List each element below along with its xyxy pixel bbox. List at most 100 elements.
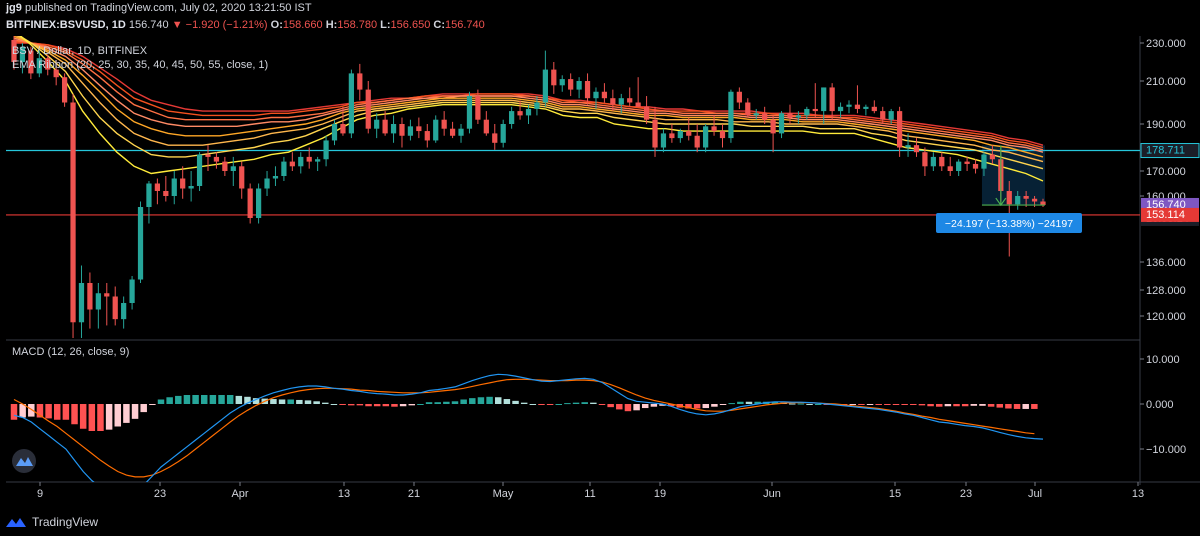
candle-body[interactable] (340, 124, 346, 134)
candle-body[interactable] (736, 91, 742, 103)
candle-body[interactable] (449, 128, 456, 136)
candle-body[interactable] (11, 40, 17, 62)
candle-body[interactable] (28, 50, 34, 74)
candle-body[interactable] (264, 178, 270, 189)
candle-body[interactable] (905, 145, 911, 148)
candle-body[interactable] (104, 293, 110, 297)
candle-body[interactable] (745, 102, 751, 116)
candle-body[interactable] (880, 111, 886, 120)
candle-body[interactable] (407, 126, 414, 136)
candle-body[interactable] (829, 87, 835, 112)
candle-body[interactable] (272, 176, 279, 179)
candle-body[interactable] (298, 156, 304, 167)
candle-body[interactable] (441, 119, 447, 129)
candle-body[interactable] (129, 279, 135, 304)
candle-body[interactable] (846, 104, 852, 107)
candle-body[interactable] (154, 183, 160, 192)
candle-body[interactable] (255, 188, 262, 219)
candle-body[interactable] (719, 131, 726, 139)
candle-body[interactable] (972, 163, 979, 169)
candle-body[interactable] (390, 124, 397, 134)
candle-body[interactable] (213, 156, 220, 162)
candle-body[interactable] (95, 293, 101, 310)
candle-body[interactable] (239, 166, 245, 189)
candle-body[interactable] (222, 161, 228, 171)
candle-body[interactable] (584, 81, 591, 99)
candle-body[interactable] (61, 77, 68, 103)
candle-body[interactable] (930, 156, 936, 167)
candle-body[interactable] (180, 178, 186, 189)
candle-body[interactable] (551, 69, 557, 86)
candle-body[interactable] (323, 140, 329, 160)
candle-body[interactable] (416, 126, 422, 132)
candle-body[interactable] (1040, 201, 1046, 205)
candle-body[interactable] (331, 124, 338, 141)
candle-body[interactable] (703, 126, 709, 148)
publisher-name[interactable]: jg9 (6, 2, 22, 14)
candle-body[interactable] (458, 128, 464, 136)
candle-body[interactable] (36, 58, 42, 74)
candle-body[interactable] (627, 98, 633, 103)
candle-body[interactable] (475, 96, 481, 120)
candle-body[interactable] (1015, 196, 1021, 205)
candle-body[interactable] (315, 159, 321, 162)
candle-body[interactable] (753, 113, 759, 116)
candle-body[interactable] (121, 303, 127, 320)
candle-body[interactable] (643, 106, 650, 120)
candle-body[interactable] (837, 106, 844, 112)
candle-body[interactable] (87, 283, 93, 310)
candle-body[interactable] (492, 133, 498, 143)
candle-body[interactable] (483, 119, 489, 134)
candle-body[interactable] (669, 133, 675, 139)
candle-body[interactable] (913, 145, 920, 153)
candle-body[interactable] (171, 178, 177, 197)
candle-body[interactable] (78, 283, 85, 323)
candle-body[interactable] (964, 161, 970, 164)
candle-body[interactable] (433, 119, 439, 141)
candle-body[interactable] (686, 131, 692, 136)
candle-body[interactable] (888, 111, 894, 120)
candle-body[interactable] (205, 154, 211, 157)
candle-body[interactable] (677, 131, 683, 139)
candle-body[interactable] (610, 98, 616, 105)
candle-body[interactable] (635, 102, 641, 107)
candle-body[interactable] (281, 161, 287, 176)
candle-body[interactable] (137, 207, 144, 280)
candle-body[interactable] (399, 124, 405, 136)
candle-body[interactable] (660, 133, 667, 148)
candle-body[interactable] (981, 154, 987, 169)
candle-body[interactable] (821, 87, 827, 112)
candle-body[interactable] (374, 119, 380, 129)
candle-body[interactable] (1006, 191, 1012, 205)
candle-body[interactable] (112, 296, 118, 320)
candle-body[interactable] (593, 91, 599, 99)
candle-body[interactable] (854, 104, 861, 109)
candle-body[interactable] (509, 111, 515, 124)
candle-body[interactable] (694, 135, 700, 148)
candle-body[interactable] (956, 161, 962, 171)
candle-body[interactable] (711, 126, 717, 132)
candle-body[interactable] (19, 46, 26, 62)
candle-body[interactable] (897, 111, 903, 148)
candle-body[interactable] (70, 102, 76, 323)
candle-body[interactable] (863, 106, 869, 109)
candle-body[interactable] (163, 191, 169, 196)
candle-body[interactable] (517, 111, 523, 116)
candle-body[interactable] (804, 108, 810, 116)
candle-body[interactable] (188, 186, 194, 189)
candle-body[interactable] (770, 119, 776, 134)
candle-body[interactable] (871, 106, 877, 112)
candle-body[interactable] (466, 96, 473, 129)
candle-body[interactable] (601, 91, 608, 99)
candle-body[interactable] (289, 161, 295, 167)
candle-body[interactable] (525, 108, 532, 116)
candle-body[interactable] (989, 154, 996, 160)
candle-body[interactable] (576, 81, 582, 90)
candle-body[interactable] (534, 102, 540, 109)
candle-body[interactable] (306, 156, 312, 162)
candle-body[interactable] (500, 124, 506, 143)
candle-body[interactable] (812, 108, 818, 112)
candle-body[interactable] (939, 156, 945, 167)
candle-body[interactable] (53, 69, 59, 78)
